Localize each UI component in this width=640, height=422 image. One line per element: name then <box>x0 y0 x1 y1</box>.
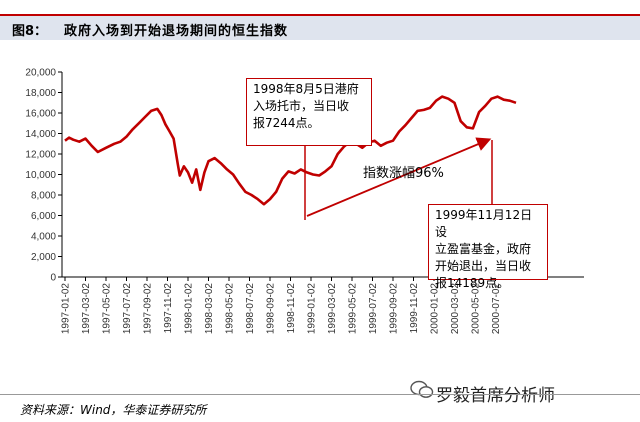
x-tick-label: 1998-01-02 <box>184 283 195 335</box>
figure-title: 政府入场到开始退场期间的恒生指数 <box>64 24 289 39</box>
x-tick-label: 1998-11-02 <box>286 283 297 334</box>
gain-label: 指数涨幅96% <box>363 166 444 181</box>
x-tick-label: 1999-07-02 <box>368 283 379 335</box>
y-tick-label: 16,000 <box>25 109 56 120</box>
annotation-line: 立盈富基金，政府 <box>435 242 532 256</box>
y-tick-label: 10,000 <box>25 170 56 181</box>
figure-header: 图8： 政府入场到开始退场期间的恒生指数 <box>0 14 640 40</box>
source-note: 资料来源：Wind，华泰证券研究所 <box>20 403 207 417</box>
x-tick-label: 2000-05-02 <box>471 283 482 335</box>
y-tick-label: 14,000 <box>25 129 56 140</box>
x-tick-label: 1997-11-02 <box>163 283 174 334</box>
x-tick-label: 2000-07-02 <box>491 283 502 335</box>
series-line <box>64 95 517 206</box>
top-cropped-text <box>0 0 640 12</box>
x-tick-label: 1998-09-02 <box>266 283 277 335</box>
y-tick-label: 4,000 <box>31 232 56 243</box>
annotation-line: 报14189点。 <box>435 276 510 290</box>
x-tick-label: 1998-05-02 <box>225 283 236 335</box>
figure-label: 图8： <box>12 24 48 39</box>
y-tick-label: 18,000 <box>25 88 56 99</box>
x-tick-label: 2000-03-02 <box>450 283 461 335</box>
hsi-line-chart: 0 2,000 4,000 6,000 8,000 10,000 12,000 14,000 1… <box>25 68 584 335</box>
x-tick-label: 1997-09-02 <box>143 283 154 335</box>
y-tick-label: 20,000 <box>25 68 56 79</box>
x-axis-ticks: 1997-01-02 1997-03-02 1997-05-02 1997-07-02… <box>61 277 502 335</box>
series-layer <box>64 95 517 206</box>
y-tick-label: 12,000 <box>25 150 56 161</box>
annotation-box-1999: 1999年11月12日设 立盈富基金，政府 开始退出，当日收 报14189点。 <box>428 204 548 290</box>
x-tick-label: 2000-01-02 <box>430 283 441 335</box>
x-tick-label: 1999-01-02 <box>307 283 318 335</box>
y-axis-ticks: 0 2,000 4,000 6,000 8,000 10,000 12,000 14,000 1… <box>25 68 62 284</box>
y-tick-label: 6,000 <box>31 211 56 222</box>
annotation-line: 开始退出，当日收 <box>435 259 532 273</box>
annotation-line: 入场托市，当日收 <box>253 99 350 113</box>
watermark-text: 罗毅首席分析师 <box>436 386 555 406</box>
x-tick-label: 1997-07-02 <box>122 283 133 335</box>
gain-arrow <box>306 137 492 217</box>
x-tick-label: 1997-03-02 <box>81 283 92 335</box>
x-tick-label: 1999-05-02 <box>348 283 359 335</box>
y-tick-label: 2,000 <box>31 252 56 263</box>
x-tick-label: 1999-09-02 <box>389 283 400 335</box>
x-tick-label: 1999-03-02 <box>327 283 338 335</box>
annotation-arrows <box>304 137 493 220</box>
annotation-box-1998: 1998年8月5日港府 入场托市，当日收 报7244点。 <box>246 78 372 146</box>
y-tick-label: 8,000 <box>31 191 56 202</box>
wechat-icon <box>410 380 434 398</box>
annotation-line: 1999年11月12日设 <box>435 208 533 239</box>
x-tick-label: 1998-07-02 <box>245 283 256 335</box>
annotation-line: 1998年8月5日港府 <box>253 82 359 96</box>
x-tick-label: 1997-05-02 <box>102 283 113 335</box>
y-tick-label: 0 <box>50 273 56 284</box>
footer-divider <box>0 394 640 395</box>
x-tick-label: 1997-01-02 <box>61 283 72 335</box>
x-tick-label: 1998-03-02 <box>204 283 215 335</box>
x-tick-label: 1999-11-02 <box>409 283 420 334</box>
annotation-line: 报7244点。 <box>253 116 320 130</box>
